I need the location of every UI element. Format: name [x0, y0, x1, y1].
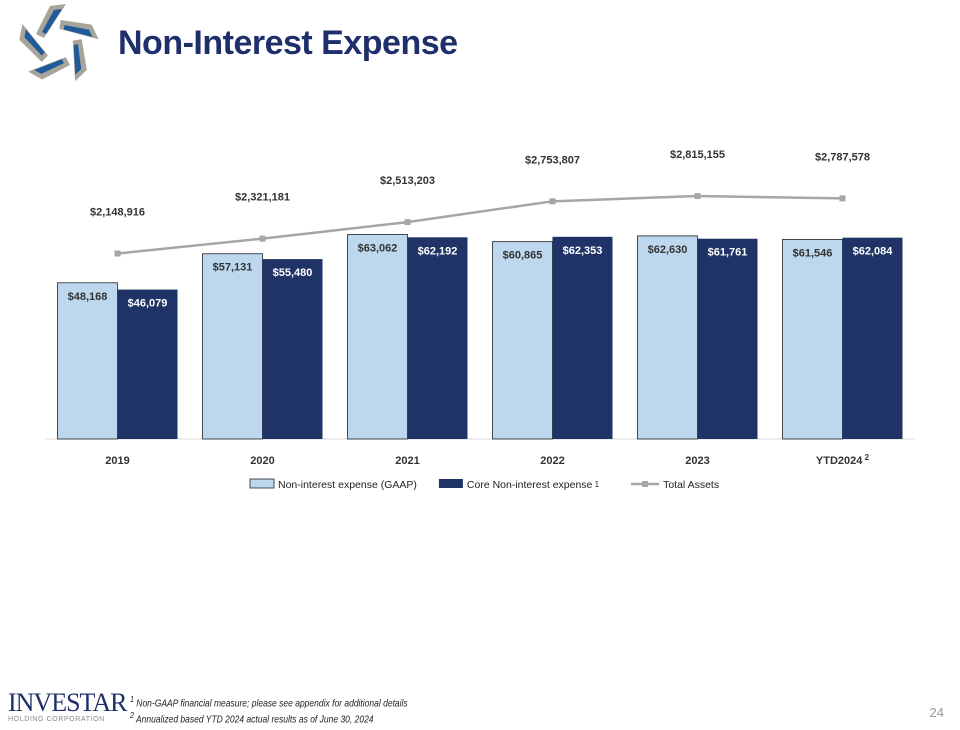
bar-data-label: $62,192 — [418, 245, 458, 257]
bar-core-non-interest-expense — [697, 238, 758, 439]
page-title: Non-Interest Expense — [118, 24, 458, 62]
total-assets-marker — [694, 193, 701, 200]
x-tick-label: 2020 — [250, 455, 274, 467]
bar-non-interest-expense-gaap- — [202, 253, 263, 440]
bar-core-non-interest-expense — [407, 237, 468, 439]
bar-data-label: $57,131 — [213, 262, 253, 274]
x-tick-label: YTD2024 2 — [816, 453, 870, 467]
x-tick-label: 2023 — [685, 455, 709, 467]
bar-core-non-interest-expense — [117, 289, 178, 439]
bar-data-label: $46,079 — [128, 298, 168, 310]
logo-subtitle: HOLDING CORPORATION — [8, 716, 105, 723]
legend-marker — [642, 481, 649, 487]
bar-data-label: $55,480 — [273, 267, 313, 279]
bar-data-label: $48,168 — [68, 291, 108, 303]
legend-label: Non-interest expense (GAAP) — [278, 479, 417, 491]
company-logo-star-icon — [13, 4, 100, 87]
line-data-label: $2,815,155 — [670, 149, 725, 161]
bar-data-label: $60,865 — [503, 250, 543, 262]
x-tick-label: 2019 — [105, 455, 129, 467]
chart: 2019 2020 2021 2022 2023 YTD2024 2 $48,168 $57,… — [45, 149, 915, 491]
bar-core-non-interest-expense — [552, 236, 613, 439]
x-tick-label: 2021 — [395, 455, 419, 467]
bar-non-interest-expense-gaap- — [57, 282, 118, 440]
bar-data-label: $62,084 — [853, 246, 894, 258]
footnote-1: 1 Non-GAAP financial measure; please see… — [130, 694, 408, 710]
total-assets-marker — [259, 235, 266, 242]
legend-swatch — [249, 478, 275, 489]
logo-brand: INVESTAR — [8, 688, 127, 717]
line-data-label: $2,787,578 — [815, 151, 870, 163]
total-assets-marker — [404, 219, 411, 226]
bar-data-label: $62,630 — [648, 244, 688, 256]
total-assets-line — [117, 194, 843, 255]
legend-swatch — [438, 479, 463, 488]
bar-core-non-interest-expense — [842, 237, 903, 439]
legend-label: Total Assets — [663, 479, 719, 491]
total-assets-marker — [114, 250, 121, 257]
bar-core-non-interest-expense — [262, 259, 323, 439]
bar-non-interest-expense-gaap- — [637, 235, 698, 440]
line-data-label: $2,513,203 — [380, 175, 435, 187]
bar-data-label: $61,761 — [708, 247, 748, 259]
line-data-label: $2,753,807 — [525, 154, 580, 166]
footnote-2: 2 Annualized based YTD 2024 actual resul… — [130, 710, 374, 726]
investar-logo: INVESTAR HOLDING CORPORATION — [8, 688, 127, 724]
bar-data-label: $62,353 — [563, 245, 603, 257]
page-number: 24 — [929, 705, 944, 720]
total-assets-marker — [839, 195, 846, 202]
bar-non-interest-expense-gaap- — [347, 234, 408, 440]
line-data-label: $2,321,181 — [235, 192, 290, 204]
bar-non-interest-expense-gaap- — [782, 239, 843, 440]
bar-data-label: $63,062 — [358, 242, 398, 254]
legend-label: Core Non-interest expense 1 — [467, 479, 600, 491]
line-data-label: $2,148,916 — [90, 207, 145, 219]
bar-data-label: $61,546 — [793, 247, 833, 259]
bar-non-interest-expense-gaap- — [492, 241, 553, 440]
x-tick-label: 2022 — [540, 455, 564, 467]
total-assets-marker — [549, 198, 556, 205]
